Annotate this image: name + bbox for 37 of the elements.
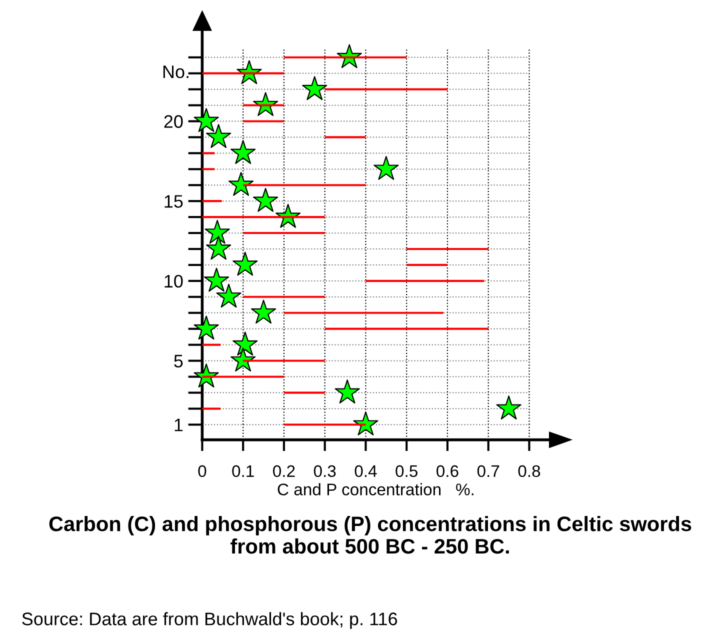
point	[250, 300, 276, 324]
point	[253, 188, 278, 212]
x-tick-label: 0.3	[314, 465, 336, 478]
point	[206, 124, 232, 148]
y-tick-label: 20	[164, 115, 183, 128]
y-axis-title: No.	[163, 66, 188, 78]
point	[204, 220, 230, 244]
y-tick-label: 5	[174, 354, 183, 368]
point	[230, 348, 256, 372]
point	[232, 252, 258, 276]
point	[496, 396, 522, 420]
text: Carbon (C) and phosphorous (P) concentrations in Celtic swords from about 500 BC - 250 BC.	[49, 516, 692, 554]
point	[230, 140, 256, 164]
point	[232, 332, 258, 356]
point	[374, 156, 399, 180]
x-tick-label: 0.5	[396, 465, 418, 478]
point	[204, 268, 230, 292]
point	[194, 316, 219, 340]
point	[353, 411, 378, 436]
x-tick-label: 0.1	[232, 465, 254, 478]
point	[194, 108, 219, 132]
x-axis-title: C and P concentration %.	[278, 483, 474, 496]
x-tick-label: 0	[198, 465, 206, 478]
point	[302, 76, 328, 100]
point	[334, 380, 360, 404]
x-tick-label: 0.8	[518, 465, 540, 478]
y-tick-label: 1	[174, 418, 183, 432]
y-tick-label: 10	[164, 274, 183, 288]
x-tick-label: 0.7	[477, 465, 500, 478]
x-tick-label: 0.2	[273, 465, 295, 478]
point	[206, 236, 232, 260]
x-tick-label: 0.6	[436, 465, 458, 478]
source-note: Source: Data are from Buchwald's book; p. 116	[22, 612, 398, 629]
x-tick-label: 0.4	[354, 465, 377, 478]
point	[216, 284, 242, 308]
point	[228, 172, 254, 196]
y-tick-label: 15	[164, 195, 183, 208]
